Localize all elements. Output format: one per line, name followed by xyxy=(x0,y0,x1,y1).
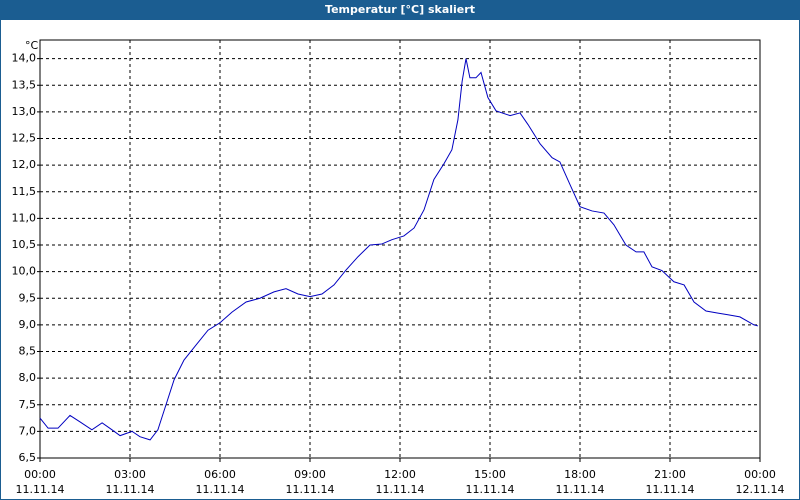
x-tick-date: 11.11.14 xyxy=(286,483,335,496)
x-tick-label: 12:00 xyxy=(384,468,416,481)
x-tick-date: 11.11.14 xyxy=(376,483,425,496)
y-tick-label: 8,0 xyxy=(19,371,37,384)
x-tick-date: 11.11.14 xyxy=(106,483,155,496)
x-tick-label: 18:00 xyxy=(564,468,596,481)
title-bar xyxy=(0,0,800,20)
y-tick-label: 10,5 xyxy=(12,238,37,251)
x-tick-date: 12.11.14 xyxy=(736,483,785,496)
x-tick-date: 11.11.14 xyxy=(196,483,245,496)
y-tick-label: 10,0 xyxy=(12,265,37,278)
y-tick-label: 12,5 xyxy=(12,132,37,145)
x-tick-date: 11.11.14 xyxy=(556,483,605,496)
x-tick-date: 11.11.14 xyxy=(466,483,515,496)
y-tick-label: 13,5 xyxy=(12,78,37,91)
y-tick-label: 6,5 xyxy=(19,451,37,464)
x-tick-label: 21:00 xyxy=(654,468,686,481)
y-tick-label: 7,0 xyxy=(19,424,37,437)
y-tick-label: 9,5 xyxy=(19,291,37,304)
y-tick-label: 7,5 xyxy=(19,398,37,411)
y-tick-label: 9,0 xyxy=(19,318,37,331)
chart-title: Temperatur [°C] skaliert xyxy=(325,3,475,16)
data-line xyxy=(39,58,759,441)
x-tick-date: 11.11.14 xyxy=(16,483,65,496)
x-tick-label: 03:00 xyxy=(114,468,146,481)
x-tick-label: 00:00 xyxy=(744,468,776,481)
y-tick-label: 13,0 xyxy=(12,105,37,118)
x-tick-label: 06:00 xyxy=(204,468,236,481)
x-tick-date: 11.11.14 xyxy=(646,483,695,496)
x-tick-label: 15:00 xyxy=(474,468,506,481)
y-tick-label: 11,5 xyxy=(12,185,37,198)
y-tick-label: 11,0 xyxy=(12,211,37,224)
y-tick-label: 8,5 xyxy=(19,345,37,358)
y-tick-label: 12,0 xyxy=(12,158,37,171)
y-axis-label: °C xyxy=(25,39,39,52)
y-tick-label: 14,0 xyxy=(12,52,37,65)
x-tick-label: 09:00 xyxy=(294,468,326,481)
x-tick-label: 00:00 xyxy=(24,468,56,481)
